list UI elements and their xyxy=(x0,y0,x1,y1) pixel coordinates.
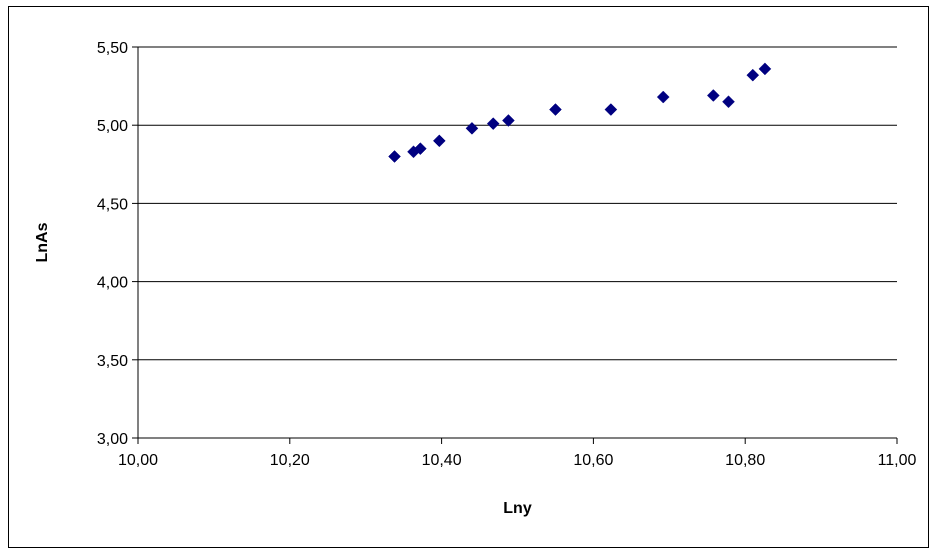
axes xyxy=(132,46,898,444)
data-point xyxy=(549,103,562,116)
x-tick-label: 10,20 xyxy=(270,452,310,469)
data-point xyxy=(388,150,401,163)
data-point xyxy=(465,121,479,135)
tick-labels: 3,00 3,50 4,00 4,50 5,00 5,50 10,00 10,20 10,40 1… xyxy=(97,40,917,469)
x-tick-label: 10,40 xyxy=(422,452,462,469)
y-tick-label: 3,50 xyxy=(97,353,128,370)
x-tick-label: 10,00 xyxy=(118,452,158,469)
x-tick-label: 10,80 xyxy=(725,452,765,469)
y-tick-label: 3,00 xyxy=(97,431,128,448)
x-tick-label: 11,00 xyxy=(878,452,917,469)
data-point xyxy=(604,103,618,116)
data-point xyxy=(758,62,772,76)
data-point xyxy=(746,68,760,82)
y-tick-label: 4,00 xyxy=(97,275,128,292)
data-point xyxy=(486,117,500,130)
y-tick-label: 4,50 xyxy=(97,196,128,213)
data-point xyxy=(656,90,670,104)
scatter-chart: 3,00 3,50 4,00 4,50 5,00 5,50 10,00 10,20 10,40 1… xyxy=(34,40,917,517)
data-points xyxy=(388,62,772,163)
y-axis-title: LnAs xyxy=(34,222,51,262)
data-point xyxy=(413,142,427,156)
data-point xyxy=(502,114,515,127)
x-axis-title: Lny xyxy=(503,500,532,517)
data-point xyxy=(722,95,735,109)
y-tick-label: 5,00 xyxy=(97,118,128,135)
chart-area: 3,00 3,50 4,00 4,50 5,00 5,50 10,00 10,20 10,40 1… xyxy=(8,6,929,548)
y-tick-label: 5,50 xyxy=(97,40,128,57)
x-tick-label: 10,60 xyxy=(573,452,613,469)
gridlines xyxy=(138,46,897,361)
data-point xyxy=(432,134,446,148)
data-point xyxy=(706,89,720,102)
